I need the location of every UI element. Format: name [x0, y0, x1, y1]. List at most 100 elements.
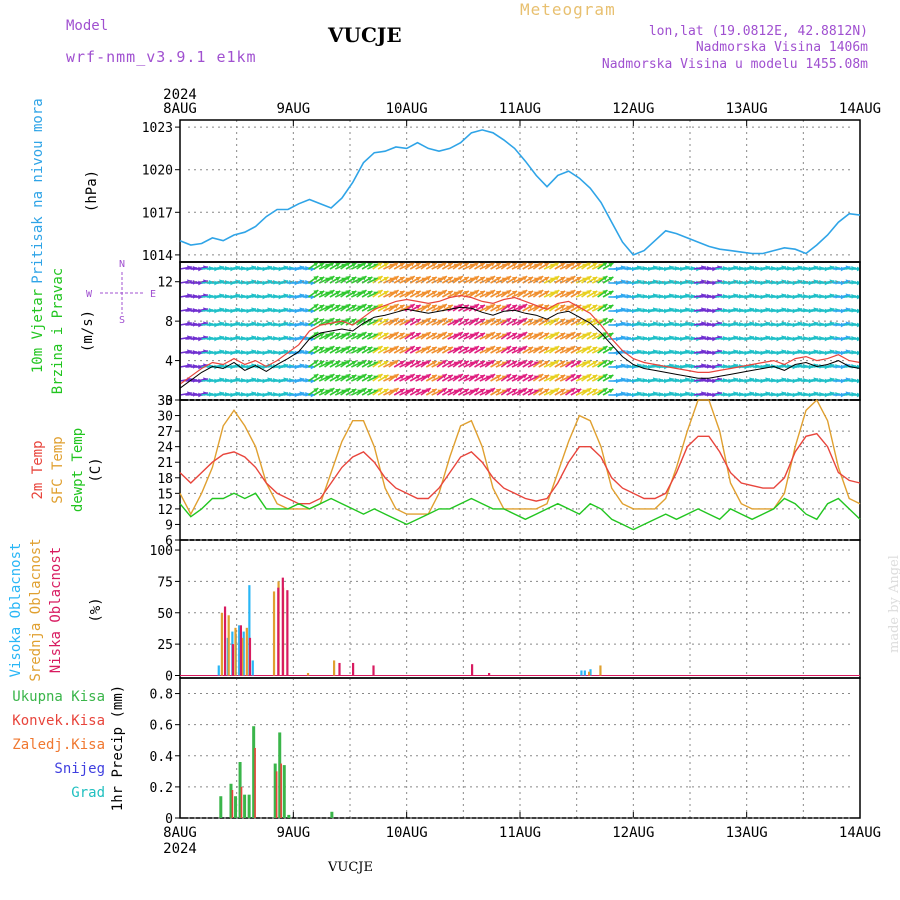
wind-barb-head: [310, 350, 316, 356]
wind-y-tick-label: 0: [165, 394, 173, 409]
wind-barb-head: [592, 277, 598, 282]
wind-barb-head: [608, 305, 614, 310]
wind-barb-head: [319, 375, 325, 380]
wind-barb-head: [506, 374, 512, 379]
precip-legend-item: Grad: [71, 785, 105, 801]
wind-barb-head: [431, 291, 437, 296]
wind-barb-head: [325, 375, 331, 380]
wind-barb-head: [570, 276, 576, 281]
wind-barb-head: [453, 389, 459, 394]
wind-barb: [859, 324, 860, 325]
wind-barb-head: [421, 263, 427, 268]
wind-barb-head: [457, 388, 463, 393]
wind-barb-head: [538, 332, 544, 337]
high-cloud-bar: [248, 585, 251, 676]
wind-barb-head: [479, 361, 485, 366]
wind-barb-head: [473, 332, 479, 337]
wind-barb-head: [325, 263, 331, 268]
low-cloud-bar: [338, 662, 341, 676]
wind-barb-field: [180, 262, 867, 398]
wind-barb-head: [549, 263, 555, 268]
pressure-y-tick-label: 1023: [142, 121, 173, 136]
wind-barb-head: [576, 361, 582, 366]
wind-barb-head: [554, 276, 560, 281]
wind-y-tick-label: 12: [157, 276, 173, 291]
wind-barb-head: [485, 375, 491, 380]
wind-barb-head: [441, 290, 447, 295]
wind-barb-head: [335, 375, 341, 380]
wind-barb-head: [528, 347, 534, 352]
wind-barb-head: [319, 305, 325, 310]
wind-barb-head: [399, 361, 405, 366]
wind-barb-head: [310, 280, 316, 286]
wind-barb-head: [554, 346, 560, 351]
x-tick-label-bottom: 14AUG: [839, 825, 881, 841]
temp-y-tick-label: 12: [157, 503, 173, 518]
wind-barb-head: [495, 291, 501, 296]
wind-barb-head: [586, 374, 592, 379]
wind-barb-head: [425, 262, 431, 267]
wind-barb-head: [325, 347, 331, 352]
wind-barb-head: [415, 319, 421, 324]
wind-barb-head: [457, 262, 463, 267]
wind-barb-head: [582, 375, 588, 380]
wind-barb-head: [453, 319, 459, 324]
low-cloud-bar: [239, 625, 242, 676]
wind-barb-head: [592, 263, 598, 268]
wind-barb-head: [329, 360, 335, 365]
model-name: wrf-nmm_v3.9.1 e1km: [66, 48, 257, 66]
wind-barb-head: [576, 291, 582, 296]
wind-barb-head: [538, 276, 544, 281]
wind-barb-head: [862, 349, 867, 354]
wind-barb-head: [319, 347, 325, 352]
wind-barb-head: [506, 346, 512, 351]
wind-barb-head: [415, 305, 421, 310]
wind-barb-head: [469, 375, 475, 380]
wind-barb-head: [517, 347, 523, 352]
wind-barb: [859, 380, 860, 381]
wind-barb-head: [469, 389, 475, 394]
wind-barb-head: [560, 263, 566, 268]
wind-barb: [854, 323, 860, 326]
compass-e: E: [150, 289, 156, 300]
wind-barb-head: [393, 290, 399, 295]
pressure-axis-label: Pritisak na nivou mora: [30, 98, 46, 283]
x-tick-label-top: 8AUG: [163, 101, 197, 117]
wind-barb-head: [469, 333, 475, 338]
wind-barb-head: [490, 332, 496, 337]
wind-barb-head: [485, 305, 491, 310]
wind-barb-head: [341, 305, 347, 310]
wind-barb-head: [512, 347, 518, 352]
wind-barb-head: [313, 290, 319, 295]
wind-barb-head: [570, 346, 576, 351]
wind-y-tick-label: 8: [165, 315, 173, 330]
wind-barb-head: [522, 346, 528, 351]
wind-barb-head: [409, 388, 415, 393]
wind-barb-head: [506, 388, 512, 393]
wind-barb-head: [512, 305, 518, 310]
wind-barb-head: [560, 361, 566, 366]
x-tick-label-top: 9AUG: [276, 101, 310, 117]
precip-axis-label: 1hr Precip (mm): [110, 685, 126, 811]
wind-barb-head: [421, 333, 427, 338]
footer-station: VUCJE: [328, 860, 373, 875]
wind-barb-head: [473, 262, 479, 267]
wind-barb-head: [506, 360, 512, 365]
wind-barb-head: [441, 360, 447, 365]
wind-barb-head: [373, 263, 379, 268]
compass-s: S: [119, 315, 125, 326]
cloud-y-tick-label: 0: [165, 669, 173, 684]
wind-barb-head: [447, 319, 453, 324]
wind-barb-head: [533, 305, 539, 310]
wind-barb-head: [341, 375, 347, 380]
wind-barb-head: [501, 291, 507, 296]
wind-barb: [854, 309, 860, 312]
wind-barb-head: [560, 347, 566, 352]
wind-barb-head: [479, 389, 485, 394]
wind-barb-head: [335, 305, 341, 310]
wind-barb-head: [586, 318, 592, 323]
year-label-bottom: 2024: [163, 841, 197, 857]
wind-barb-head: [377, 276, 383, 281]
wind-barb-head: [490, 374, 496, 379]
